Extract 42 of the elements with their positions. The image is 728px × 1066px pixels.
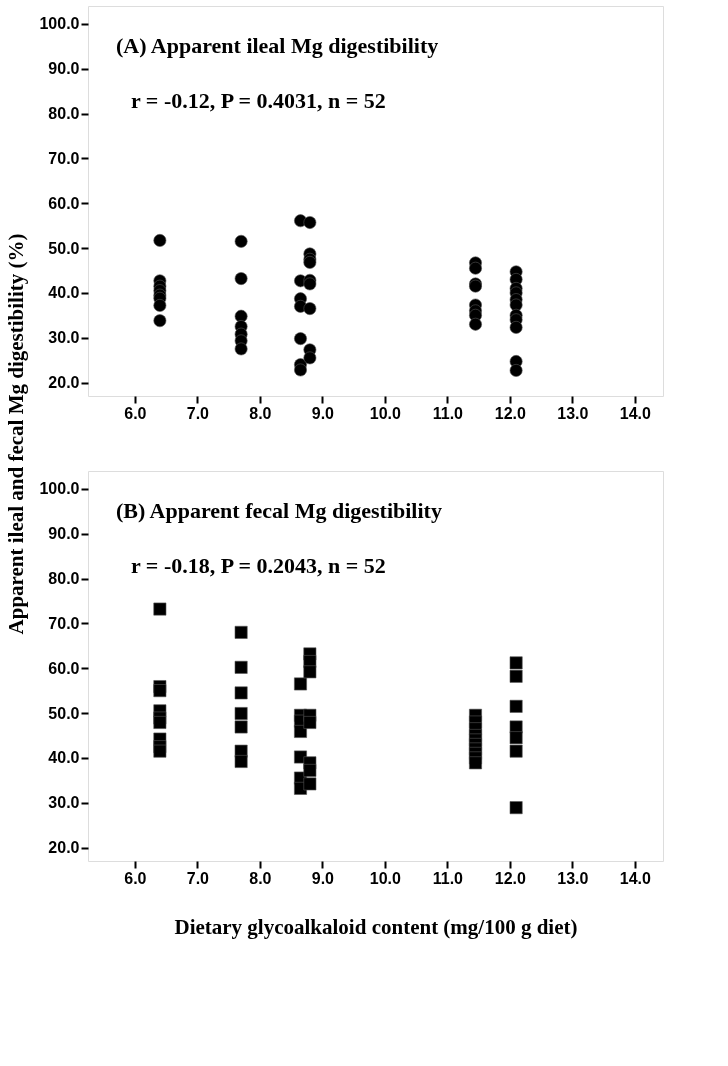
x-tick-label: 12.0: [494, 869, 527, 887]
x-tick-label: 9.0: [311, 404, 335, 422]
y-tick-label: 60.0: [48, 194, 80, 212]
x-tick-label: 10.0: [369, 869, 402, 887]
annotation: (A) Apparent ileal Mg digestibility: [116, 33, 439, 58]
x-tick-label: 14.0: [619, 404, 652, 422]
x-tick-label: 11.0: [432, 869, 464, 887]
y-tick-label: 90.0: [48, 60, 80, 78]
x-tick-label: 6.0: [124, 869, 147, 887]
x-tick-label: 12.0: [494, 404, 527, 422]
y-tick-label: 70.0: [48, 614, 80, 632]
x-tick-label: 9.0: [311, 869, 335, 887]
y-tick-label: 20.0: [48, 839, 80, 857]
annotation: r = -0.18, P = 0.2043, n = 52: [131, 553, 386, 578]
x-tick-label: 14.0: [619, 869, 652, 887]
y-tick-label: 100.0: [39, 15, 80, 33]
x-tick-label: 8.0: [249, 869, 272, 887]
y-tick-label: 70.0: [48, 149, 80, 167]
x-tick-label: 8.0: [249, 404, 272, 422]
y-tick-label: 50.0: [48, 239, 80, 257]
y-tick-label: 60.0: [48, 659, 80, 677]
y-tick-label: 40.0: [48, 749, 80, 767]
x-tick-label: 13.0: [557, 869, 589, 887]
y-tick-label: 80.0: [48, 105, 80, 123]
y-tick-label: 20.0: [48, 374, 80, 392]
annotation: r = -0.12, P = 0.4031, n = 52: [131, 88, 386, 113]
y-tick-label: 30.0: [48, 329, 80, 347]
x-tick-label: 13.0: [557, 404, 589, 422]
x-tick-label: 6.0: [124, 404, 147, 422]
x-axis-title: Dietary glycoalkaloid content (mg/100 g diet): [174, 914, 578, 939]
y-tick-label: 40.0: [48, 284, 80, 302]
y-tick-label: 50.0: [48, 704, 80, 722]
y-tick-label: 80.0: [48, 570, 80, 588]
x-tick-label: 10.0: [369, 404, 402, 422]
y-axis-title: Apparent ileal and fecal Mg digestibility (%): [4, 233, 29, 635]
x-tick-label: 7.0: [186, 404, 210, 422]
y-tick-label: 100.0: [39, 480, 80, 498]
x-tick-label: 11.0: [432, 404, 464, 422]
y-tick-label: 90.0: [48, 525, 80, 543]
x-tick-label: 7.0: [186, 869, 210, 887]
y-tick-label: 30.0: [48, 794, 80, 812]
annotation: (B) Apparent fecal Mg digestibility: [116, 498, 442, 523]
